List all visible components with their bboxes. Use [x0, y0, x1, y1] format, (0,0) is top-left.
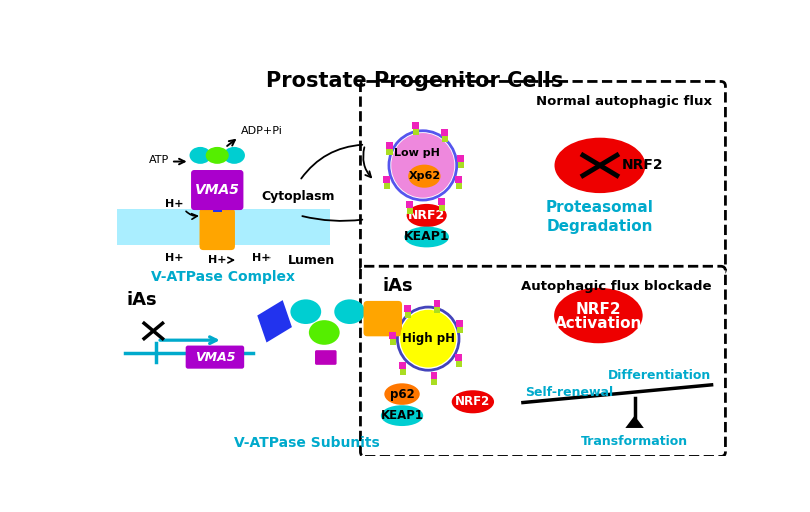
Text: Prostate Progenitor Cells: Prostate Progenitor Cells: [266, 71, 564, 91]
Text: Normal autophagic flux: Normal autophagic flux: [535, 95, 711, 108]
FancyBboxPatch shape: [441, 136, 448, 142]
Text: Lumen: Lumen: [288, 253, 335, 267]
FancyBboxPatch shape: [458, 162, 464, 168]
FancyBboxPatch shape: [400, 369, 407, 375]
Text: VMA5: VMA5: [194, 183, 240, 197]
Ellipse shape: [190, 147, 211, 164]
Ellipse shape: [400, 310, 456, 368]
Polygon shape: [258, 300, 292, 343]
Text: V-ATPase Subunits: V-ATPase Subunits: [234, 436, 380, 450]
Ellipse shape: [404, 227, 449, 247]
FancyBboxPatch shape: [431, 372, 437, 379]
Ellipse shape: [224, 147, 245, 164]
Text: H+: H+: [165, 253, 183, 263]
FancyBboxPatch shape: [407, 207, 413, 214]
FancyBboxPatch shape: [433, 300, 441, 307]
FancyBboxPatch shape: [386, 149, 393, 155]
Ellipse shape: [391, 133, 454, 198]
FancyBboxPatch shape: [456, 361, 462, 367]
Polygon shape: [625, 416, 644, 428]
Text: iAs: iAs: [126, 291, 157, 309]
FancyBboxPatch shape: [399, 361, 407, 369]
Text: Autophagic flux blockade: Autophagic flux blockade: [521, 280, 711, 293]
Text: V-ATPase Complex: V-ATPase Complex: [151, 270, 295, 284]
FancyBboxPatch shape: [404, 305, 411, 312]
Ellipse shape: [555, 138, 646, 193]
Ellipse shape: [408, 165, 441, 188]
Text: Degradation: Degradation: [547, 220, 653, 234]
FancyBboxPatch shape: [389, 332, 396, 339]
Text: p62: p62: [390, 388, 415, 400]
Bar: [212, 203, 222, 212]
FancyBboxPatch shape: [438, 198, 446, 205]
FancyBboxPatch shape: [455, 354, 462, 361]
Text: H+: H+: [252, 253, 271, 263]
Ellipse shape: [290, 300, 322, 324]
FancyBboxPatch shape: [405, 312, 411, 318]
FancyBboxPatch shape: [315, 350, 337, 365]
Ellipse shape: [554, 288, 642, 343]
Text: ATP: ATP: [149, 155, 169, 165]
FancyBboxPatch shape: [360, 81, 726, 274]
Text: iAs: iAs: [382, 278, 412, 295]
FancyBboxPatch shape: [191, 170, 244, 210]
Text: Activation: Activation: [555, 316, 642, 331]
Text: H+: H+: [208, 255, 227, 265]
FancyBboxPatch shape: [456, 183, 462, 189]
Ellipse shape: [206, 147, 228, 164]
FancyBboxPatch shape: [455, 176, 462, 183]
Text: Cytoplasm: Cytoplasm: [261, 189, 335, 203]
FancyBboxPatch shape: [384, 183, 390, 189]
Text: Differentiation: Differentiation: [608, 369, 711, 382]
Ellipse shape: [407, 204, 446, 227]
FancyBboxPatch shape: [439, 205, 446, 211]
FancyBboxPatch shape: [406, 201, 413, 207]
FancyBboxPatch shape: [457, 327, 463, 333]
Text: VMA5: VMA5: [194, 351, 235, 365]
FancyBboxPatch shape: [390, 339, 396, 346]
Text: Self-renewal: Self-renewal: [525, 386, 613, 399]
FancyBboxPatch shape: [185, 346, 244, 369]
Text: NRF2: NRF2: [621, 158, 663, 173]
FancyBboxPatch shape: [386, 142, 393, 149]
FancyBboxPatch shape: [364, 301, 402, 336]
Text: NRF2: NRF2: [576, 302, 621, 317]
FancyBboxPatch shape: [199, 208, 235, 250]
Text: KEAP1: KEAP1: [404, 230, 450, 244]
Text: Proteasomal: Proteasomal: [546, 200, 654, 215]
Ellipse shape: [335, 300, 365, 324]
Text: H+: H+: [165, 199, 183, 209]
FancyBboxPatch shape: [457, 155, 464, 162]
FancyBboxPatch shape: [412, 122, 420, 129]
Bar: [117, 209, 330, 245]
FancyBboxPatch shape: [441, 129, 448, 136]
Ellipse shape: [309, 320, 339, 345]
FancyBboxPatch shape: [383, 176, 390, 183]
Text: KEAP1: KEAP1: [381, 409, 424, 422]
Text: Transformation: Transformation: [581, 435, 688, 447]
Text: NRF2: NRF2: [455, 395, 491, 408]
FancyBboxPatch shape: [413, 129, 420, 135]
Text: Low pH: Low pH: [394, 148, 440, 158]
Ellipse shape: [384, 383, 420, 405]
FancyBboxPatch shape: [431, 379, 437, 385]
Text: High pH: High pH: [402, 332, 454, 345]
FancyBboxPatch shape: [434, 307, 441, 313]
Ellipse shape: [452, 390, 494, 413]
Text: ADP+Pi: ADP+Pi: [241, 126, 283, 136]
Text: NRF2: NRF2: [408, 209, 446, 222]
Text: Xp62: Xp62: [408, 171, 441, 181]
Ellipse shape: [381, 405, 423, 426]
FancyBboxPatch shape: [360, 266, 726, 457]
FancyBboxPatch shape: [457, 320, 463, 327]
